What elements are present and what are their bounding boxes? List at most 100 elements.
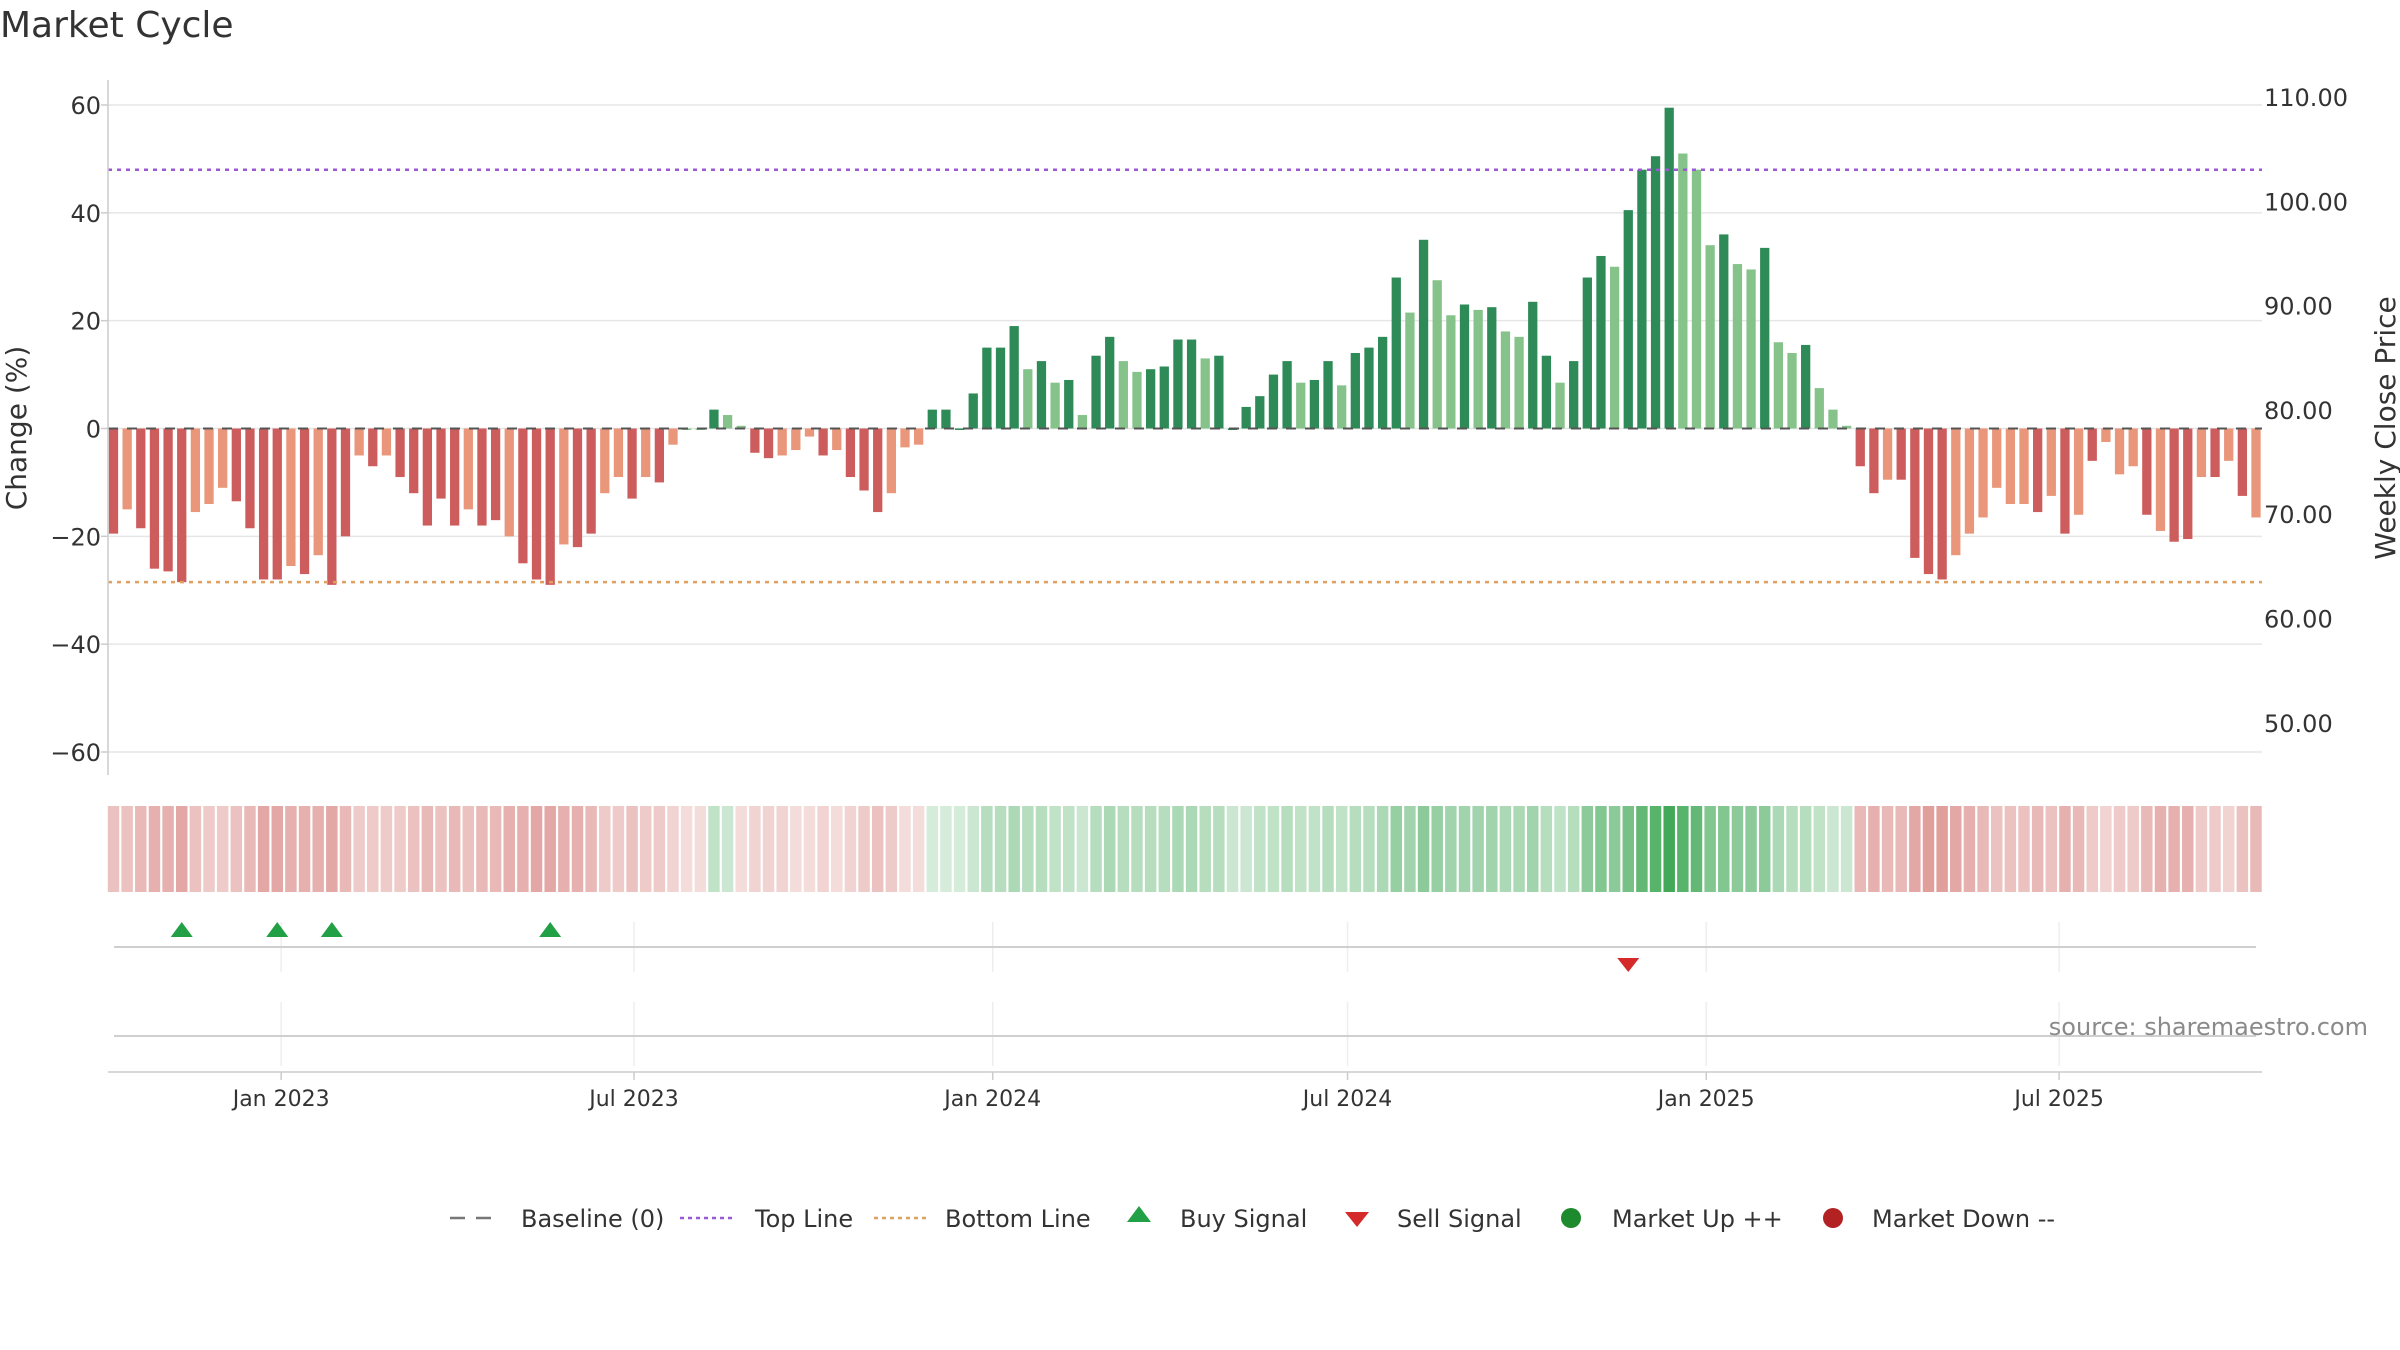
heat-cell — [967, 806, 979, 892]
change-bar — [395, 428, 405, 478]
change-bar — [941, 409, 951, 429]
heat-cell — [680, 806, 693, 892]
heat-cell — [1840, 806, 1853, 892]
change-bar — [2005, 428, 2016, 504]
change-bar — [1064, 379, 1074, 429]
change-bar — [1050, 382, 1060, 429]
heat-cell — [2236, 806, 2249, 892]
heat-cell — [885, 806, 898, 892]
heat-cell — [708, 806, 720, 892]
heat-cell — [2154, 806, 2167, 892]
heat-cell — [448, 806, 461, 892]
heat-cell — [1131, 806, 1143, 892]
heat-cell — [1786, 806, 1798, 892]
change-bar — [409, 428, 419, 494]
change-bar — [859, 428, 869, 491]
heat-cell — [1240, 806, 1252, 892]
x-tick-label: Jan 2023 — [231, 1087, 330, 1112]
change-bar — [1186, 339, 1197, 429]
legend-label: Top Line — [754, 1205, 853, 1233]
sell-signal-marker — [1617, 958, 1640, 972]
heat-cell — [1704, 806, 1716, 892]
legend-label: Baseline (0) — [521, 1205, 664, 1233]
heat-cell — [1745, 806, 1757, 892]
heat-cell — [2127, 806, 2139, 892]
change-bar — [1896, 428, 1906, 480]
heat-cell — [1185, 806, 1198, 892]
heat-cell — [1554, 806, 1566, 892]
heat-cell — [1799, 806, 1812, 892]
change-bar — [1323, 361, 1333, 429]
change-bar — [791, 428, 801, 451]
change-bar — [2060, 428, 2070, 534]
heat-cell — [926, 806, 939, 892]
heat-cell — [1008, 806, 1020, 892]
heat-cell — [2045, 806, 2058, 892]
change-bar — [1760, 247, 1770, 429]
change-bar — [2101, 428, 2111, 442]
change-bar — [1719, 234, 1729, 429]
change-bar — [1173, 339, 1183, 429]
change-bar — [954, 428, 965, 430]
legend-label: Bottom Line — [945, 1205, 1091, 1233]
change-bar — [1009, 326, 1019, 429]
heat-cell — [407, 806, 420, 892]
heat-cell — [721, 806, 734, 892]
change-bar — [1828, 409, 1838, 429]
heat-cell — [762, 806, 775, 892]
heat-cell — [203, 806, 215, 892]
heat-cell — [530, 806, 543, 892]
heat-cell — [1144, 806, 1157, 892]
change-bar — [1268, 374, 1279, 429]
change-bar — [668, 428, 678, 445]
heat-cell — [599, 806, 611, 892]
heat-cell — [981, 806, 993, 892]
change-bar — [1855, 428, 1865, 467]
heat-cell — [585, 806, 597, 892]
change-bar — [299, 428, 310, 575]
heat-cell — [2059, 806, 2071, 892]
heat-cell — [1881, 806, 1894, 892]
heat-cell — [1895, 806, 1907, 892]
change-bar — [1377, 336, 1388, 429]
heat-cell — [1363, 806, 1375, 892]
heat-cell — [1977, 806, 1989, 892]
change-bar — [2155, 428, 2166, 531]
change-bar — [1623, 210, 1633, 429]
heat-cell — [1567, 806, 1580, 892]
change-bar — [1459, 304, 1470, 429]
change-bar — [1964, 428, 1975, 534]
heat-cell — [1868, 806, 1880, 892]
heat-cell — [476, 806, 488, 892]
heat-cell — [1322, 806, 1334, 892]
chart-title: Market Cycle — [0, 5, 234, 46]
change-bar — [1364, 347, 1374, 429]
change-bar — [1432, 280, 1442, 429]
change-bar — [722, 415, 733, 429]
heat-cell — [1172, 806, 1184, 892]
y2-tick-label: 50.00 — [2264, 710, 2333, 738]
buy-signal-marker — [320, 922, 343, 937]
change-bar — [1418, 239, 1429, 429]
buy-signal-marker — [170, 922, 193, 937]
heat-cell — [1376, 806, 1389, 892]
heat-cell — [749, 806, 761, 892]
heat-cell — [1035, 806, 1048, 892]
heat-cell — [953, 806, 966, 892]
change-bar — [709, 409, 719, 429]
heat-cell — [135, 806, 147, 892]
heat-cell — [176, 806, 188, 892]
change-bar — [1541, 355, 1552, 429]
sell-signal-legend-icon — [1345, 1212, 1369, 1227]
heat-cell — [790, 806, 802, 892]
heat-cell — [489, 806, 502, 892]
y2-tick-label: 80.00 — [2264, 397, 2333, 425]
change-bar — [1132, 371, 1142, 429]
heat-cell — [558, 806, 570, 892]
change-bar — [995, 347, 1006, 429]
change-bar — [886, 428, 896, 494]
heat-cell — [367, 806, 379, 892]
heat-cell — [1772, 806, 1785, 892]
change-bar — [204, 428, 214, 504]
change-bar — [2237, 428, 2247, 496]
